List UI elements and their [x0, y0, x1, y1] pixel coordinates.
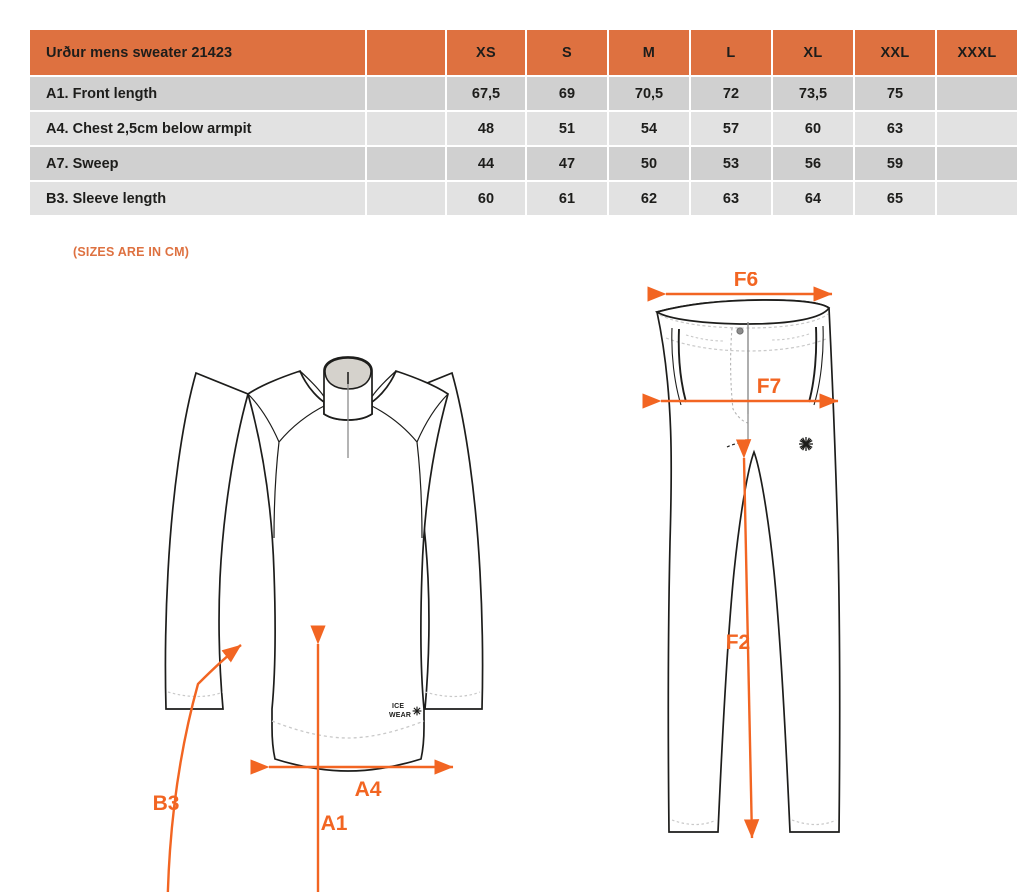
- label-front-length: A1: [321, 812, 348, 835]
- right-raglan-seam: [369, 404, 418, 443]
- measure-value: 60: [447, 182, 525, 215]
- size-header-xs: XS: [447, 30, 525, 75]
- measure-value: 75: [855, 77, 935, 110]
- table-row: A4. Chest 2,5cm below armpit 48 51 54 57…: [30, 112, 1017, 145]
- row-spacer: [367, 182, 445, 215]
- sweater-illustration: ICE WEAR B3 A1 A4 A7: [153, 356, 484, 892]
- measure-value: [937, 147, 1017, 180]
- product-title: Urður mens sweater 21423: [30, 30, 365, 75]
- label-hip: F7: [757, 375, 782, 398]
- pants-waistband: [654, 299, 831, 325]
- left-leg-hem-stitch: [671, 819, 717, 826]
- ice-wear-logo: ICE WEAR: [389, 703, 422, 719]
- measure-value: 67,5: [447, 77, 525, 110]
- size-header-xxxl: XXXL: [937, 30, 1017, 75]
- sweater-left-sleeve: [164, 371, 250, 710]
- arrow-inseam: [735, 439, 760, 839]
- left-side-seam: [273, 441, 280, 539]
- measure-value: [937, 182, 1017, 215]
- label-inseam: F2: [726, 631, 751, 654]
- measure-value: 48: [447, 112, 525, 145]
- size-header-xxl: XXL: [855, 30, 935, 75]
- measure-value: 65: [855, 182, 935, 215]
- right-cuff-stitch: [424, 691, 481, 698]
- logo-line-1: ICE: [392, 703, 404, 710]
- left-pocket-stitch: [685, 334, 725, 342]
- table-row: A1. Front length 67,5 69 70,5 72 73,5 75: [30, 77, 1017, 110]
- label-sleeve-length: B3: [153, 792, 180, 815]
- units-note: (SIZES ARE IN CM): [73, 245, 190, 259]
- pants-body: [656, 299, 841, 833]
- measure-value: 44: [447, 147, 525, 180]
- measure-value: 50: [609, 147, 689, 180]
- logo-line-2: WEAR: [389, 712, 411, 719]
- measure-value: 54: [609, 112, 689, 145]
- snowflake-icon: [799, 437, 813, 451]
- measure-value: [937, 77, 1017, 110]
- measure-value: 69: [527, 77, 607, 110]
- measure-value: 70,5: [609, 77, 689, 110]
- measure-value: 51: [527, 112, 607, 145]
- measure-value: 60: [773, 112, 853, 145]
- measure-value: 53: [691, 147, 771, 180]
- header-spacer: [367, 30, 445, 75]
- measure-value: 64: [773, 182, 853, 215]
- measure-label: A4. Chest 2,5cm below armpit: [30, 112, 365, 145]
- left-raglan-seam: [278, 404, 327, 443]
- measure-value: 47: [527, 147, 607, 180]
- label-chest: A4: [355, 778, 382, 801]
- label-waist: F6: [734, 272, 759, 291]
- measure-value: 63: [691, 182, 771, 215]
- measure-value: 63: [855, 112, 935, 145]
- row-spacer: [367, 147, 445, 180]
- pants-button: [736, 327, 744, 335]
- snowflake-icon: [412, 706, 422, 716]
- measure-value: 61: [527, 182, 607, 215]
- size-chart-table: Urður mens sweater 21423 XS S M L XL XXL…: [28, 28, 1019, 217]
- size-header-xl: XL: [773, 30, 853, 75]
- table-header-row: Urður mens sweater 21423 XS S M L XL XXL…: [30, 30, 1017, 75]
- right-leg-hem-stitch: [791, 819, 837, 826]
- measure-value: 57: [691, 112, 771, 145]
- measure-value: 72: [691, 77, 771, 110]
- measure-value: [937, 112, 1017, 145]
- measure-value: 59: [855, 147, 935, 180]
- row-spacer: [367, 77, 445, 110]
- measure-label: B3. Sleeve length: [30, 182, 365, 215]
- fly-stitch: [730, 327, 749, 424]
- measure-value: 56: [773, 147, 853, 180]
- size-header-l: L: [691, 30, 771, 75]
- garment-diagrams: ICE WEAR B3 A1 A4 A7: [0, 272, 1036, 892]
- table-row: B3. Sleeve length 60 61 62 63 64 65: [30, 182, 1017, 215]
- table-row: A7. Sweep 44 47 50 53 56 59: [30, 147, 1017, 180]
- size-header-m: M: [609, 30, 689, 75]
- measure-value: 73,5: [773, 77, 853, 110]
- row-spacer: [367, 112, 445, 145]
- right-yoke-seam: [416, 393, 449, 443]
- measure-label: A1. Front length: [30, 77, 365, 110]
- arrow-sleeve-length: [166, 644, 242, 892]
- size-header-s: S: [527, 30, 607, 75]
- right-side-seam: [416, 441, 423, 539]
- measure-label: A7. Sweep: [30, 147, 365, 180]
- left-yoke-seam: [247, 393, 280, 443]
- pants-illustration: F6 F7 F2: [642, 272, 841, 839]
- sweater-hem-stitch: [271, 720, 425, 739]
- measure-value: 62: [609, 182, 689, 215]
